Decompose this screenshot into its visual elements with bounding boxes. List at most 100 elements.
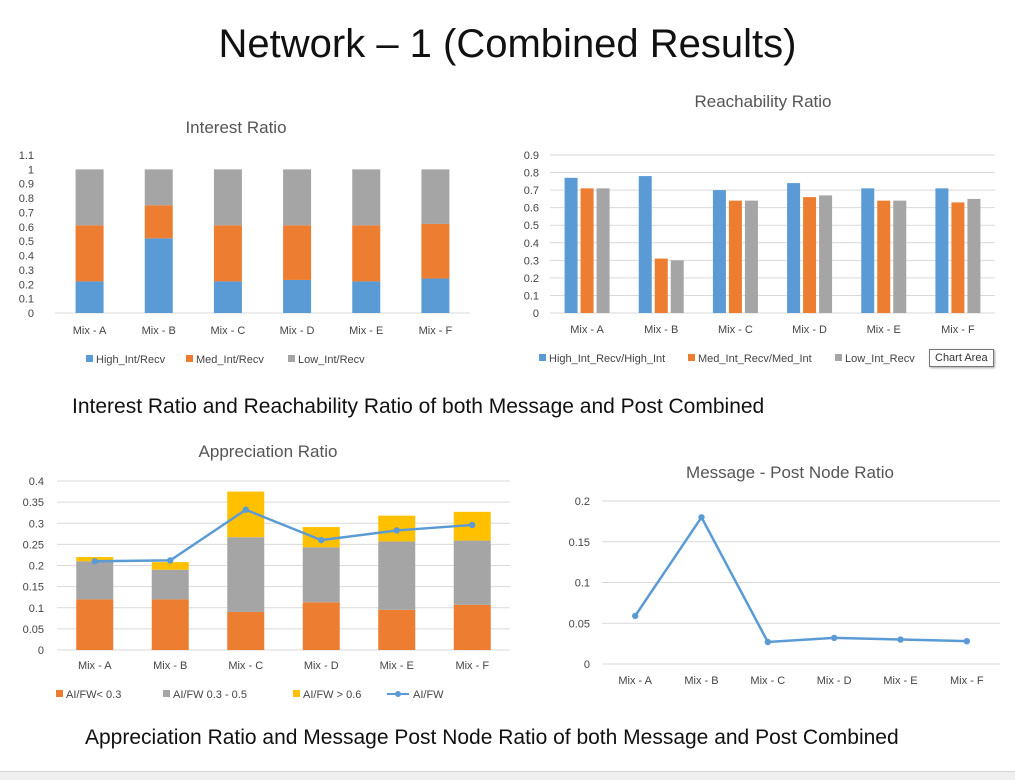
legend-label: High_Int_Recv/High_Int [549, 353, 665, 365]
bar-segment [151, 562, 189, 570]
y-tick-label: 0.5 [19, 236, 34, 248]
bar [670, 260, 684, 313]
y-tick-label: 0 [584, 659, 590, 671]
legend-swatch [186, 355, 193, 362]
bar-segment [378, 541, 416, 610]
x-tick-label: Mix - F [455, 660, 489, 672]
legend-swatch [163, 690, 170, 697]
legend-swatch [688, 354, 695, 361]
bar-segment [302, 547, 340, 603]
y-tick-label: 0.7 [524, 185, 539, 197]
y-tick-label: 0.2 [575, 496, 590, 508]
x-tick-label: Mix - C [211, 325, 246, 337]
bar-segment [352, 281, 381, 313]
y-tick-label: 1.1 [19, 150, 34, 162]
legend-line-marker [395, 691, 401, 697]
bar-segment [352, 169, 381, 226]
bar-segment [213, 169, 242, 226]
bar-segment [227, 537, 265, 612]
y-tick-label: 0.2 [29, 561, 44, 573]
bar-segment [283, 169, 312, 226]
chart-title: Appreciation Ratio [199, 442, 338, 461]
y-tick-label: 0 [38, 645, 44, 657]
legend-swatch [539, 354, 546, 361]
x-tick-label: Mix - A [78, 660, 112, 672]
bar-segment [75, 281, 104, 313]
y-tick-label: 0.2 [19, 279, 34, 291]
y-tick-label: 0.4 [29, 476, 44, 488]
y-tick-label: 0.15 [569, 537, 590, 549]
line-point [242, 506, 249, 513]
legend-label: Low_Int_Recv [845, 353, 915, 365]
bar-segment [227, 611, 265, 650]
bar-segment [453, 540, 491, 605]
bar-segment [213, 281, 242, 313]
legend-label: AI/FW [413, 689, 444, 701]
y-tick-label: 0.1 [524, 290, 539, 302]
y-tick-label: 0.3 [29, 518, 44, 530]
interest-ratio-chart[interactable]: Interest Ratio 0 0.1 0.2 0.3 0.4 0.5 0.6 0.7 0.8 0… [0, 110, 480, 385]
chart-title: Interest Ratio [185, 118, 286, 137]
line-point [830, 634, 838, 642]
y-tick-label: 0.4 [19, 251, 34, 263]
appreciation-ratio-chart[interactable]: Appreciation Ratio 0 0.05 0.1 0.15 0.2 0.25 0.3… [0, 435, 525, 715]
line-point [631, 612, 639, 620]
bar [819, 195, 833, 313]
bar-segment [151, 569, 189, 600]
bar-segment [421, 169, 450, 224]
line-point [167, 557, 174, 564]
x-tick-label: Mix - F [419, 325, 453, 337]
x-tick-label: Mix - E [883, 675, 917, 687]
line-point [91, 558, 98, 565]
x-tick-label: Mix - F [950, 675, 984, 687]
legend-swatch [835, 354, 842, 361]
bar [564, 177, 578, 313]
line-series [634, 514, 967, 644]
legend-swatch [293, 690, 300, 697]
x-tick-label: Mix - C [228, 660, 263, 672]
y-tick-label: 0.35 [23, 497, 44, 509]
x-tick-label: Mix - E [867, 324, 901, 336]
y-tick-label: 0.5 [524, 220, 539, 232]
bar-segment [421, 223, 450, 279]
bar-segment [144, 169, 173, 206]
bar-segment [283, 225, 312, 280]
y-tick-label: 0.6 [524, 203, 539, 215]
bar-segment [75, 225, 104, 282]
y-tick-label: 0.05 [569, 618, 590, 630]
reachability-ratio-chart[interactable]: Reachability Ratio 0 0.1 0.2 0.3 0.4 0.5 0.6 0.7… [505, 85, 1015, 385]
x-tick-label: Mix - D [280, 325, 315, 337]
y-tick-label: 1 [28, 164, 34, 176]
bar [654, 258, 668, 313]
x-tick-label: Mix - D [792, 324, 827, 336]
y-tick-label: 0.3 [19, 265, 34, 277]
line-point [897, 636, 904, 643]
bar [638, 176, 652, 313]
caption-appreciation-node: Appreciation Ratio and Message Post Node… [85, 726, 899, 749]
line-point [963, 637, 971, 645]
x-tick-label: Mix - A [73, 325, 107, 337]
legend-label: Med_Int/Recv [196, 354, 264, 366]
message-post-node-ratio-chart[interactable]: Message - Post Node Ratio 0 0.05 0.1 0.15 0.2… [540, 455, 1015, 700]
bar [728, 200, 742, 313]
bar [951, 202, 965, 313]
bar [580, 188, 594, 313]
bar-segment [144, 205, 173, 239]
y-tick-label: 0.4 [524, 238, 539, 250]
legend-label: AI/FW > 0.6 [303, 689, 361, 701]
line-series [94, 508, 473, 563]
bar [787, 183, 801, 313]
y-tick-label: 0.8 [19, 193, 34, 205]
slide-title: Network – 1 (Combined Results) [218, 22, 797, 66]
y-tick-label: 0 [28, 308, 34, 320]
chart-title: Reachability Ratio [694, 92, 831, 111]
y-tick-label: 0.2 [524, 273, 539, 285]
bar-segment [76, 561, 114, 600]
y-tick-label: 0.1 [575, 578, 590, 590]
x-tick-label: Mix - F [941, 324, 975, 336]
x-tick-label: Mix - D [304, 660, 339, 672]
y-tick-label: 0.3 [524, 255, 539, 267]
bar [967, 198, 981, 313]
x-tick-label: Mix - C [718, 324, 753, 336]
bar-segment [453, 604, 491, 650]
